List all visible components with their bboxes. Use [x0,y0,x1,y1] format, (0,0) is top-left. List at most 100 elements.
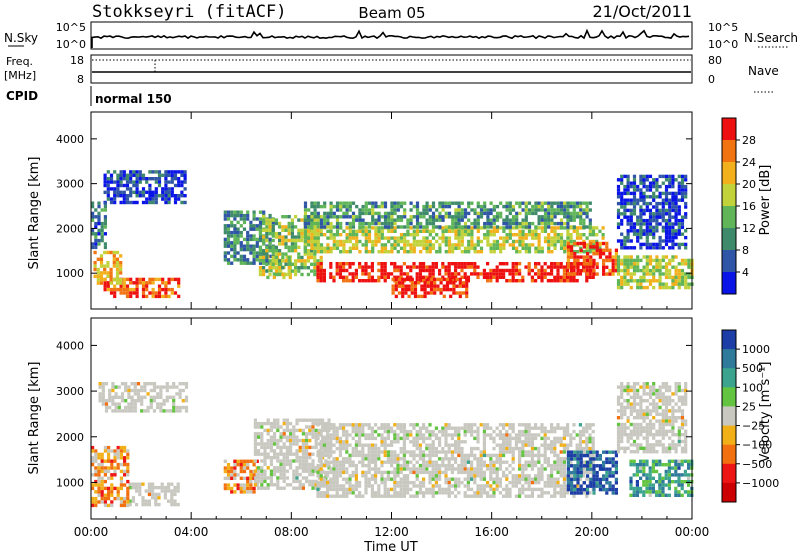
range-gate-cell [444,215,448,219]
range-gate-cell [151,489,155,493]
range-gate-cell [326,211,330,216]
range-gate-cell [249,237,253,242]
range-gate-cell [671,255,675,259]
range-gate-cell [616,222,621,226]
range-gate-cell [661,198,665,202]
range-gate-cell [668,275,672,280]
range-gate-cell [165,382,169,386]
range-gate-cell [450,477,454,481]
range-gate-cell [100,496,104,501]
range-gate-cell [428,229,432,233]
range-gate-cell [636,285,640,290]
range-gate-cell [119,291,123,295]
range-gate-cell [329,236,333,240]
range-gate-cell [450,279,454,283]
range-gate-cell [658,184,662,189]
range-gate-cell [444,272,448,276]
range-gate-cell [322,446,326,451]
range-gate-cell [226,476,231,480]
range-gate-cell [345,204,349,209]
range-gate-cell [423,281,427,285]
range-gate-cell [233,213,237,218]
range-gate-cell [543,467,547,471]
range-gate-cell [458,277,462,282]
range-gate-cell [543,275,547,279]
range-gate-cell [298,483,302,487]
range-gate-cell [307,229,311,233]
range-gate-cell [616,272,621,276]
nave-tick-bottom: 0 [708,73,715,86]
range-gate-cell [338,272,342,276]
range-gate-cell [335,436,339,441]
range-gate-cell [489,457,493,461]
range-gate-cell [303,211,308,216]
range-gate-cell [431,268,435,273]
range-gate-cell [233,237,237,242]
range-gate-cell [498,443,502,447]
range-gate-cell [109,281,113,285]
range-gate-cell [620,232,624,236]
range-gate-cell [335,484,339,488]
range-gate-cell [177,194,181,198]
range-gate-cell [680,218,685,223]
range-gate-cell [585,279,589,283]
range-gate-cell [278,249,282,253]
range-gate-cell [310,236,314,240]
range-gate-cell [623,282,627,286]
range-gate-cell [310,262,314,266]
range-gate-cell [438,477,442,481]
range-gate-cell [479,470,483,475]
range-gate-cell [422,229,426,233]
range-gate-cell [396,423,400,427]
range-gate-cell [399,436,403,441]
range-gate-cell [282,452,286,456]
range-gate-cell [351,262,355,266]
range-gate-cell [418,265,422,269]
range-gate-cell [289,438,293,443]
range-gate-cell [454,243,458,247]
range-gate-cell [518,243,522,247]
range-gate-cell [406,265,410,269]
range-gate-cell [167,489,171,493]
range-gate-cell [348,225,352,229]
range-gate-cell [335,446,339,451]
range-gate-cell [271,251,275,255]
range-gate-cell [230,224,234,228]
range-gate-cell [184,399,189,403]
range-gate-cell [524,208,528,212]
range-gate-cell [428,250,432,254]
range-gate-cell [144,489,148,493]
range-gate-cell [502,268,506,273]
range-gate-cell [671,184,675,189]
range-gate-cell [226,463,231,467]
range-gate-cell [570,269,574,273]
range-gate-cell [371,221,375,226]
range-gate-cell [91,449,95,453]
range-gate-cell [505,446,509,451]
range-gate-cell [260,425,264,429]
range-gate-cell [556,470,560,475]
range-gate-cell [287,259,291,263]
range-gate-cell [103,264,107,268]
range-gate-cell [550,440,554,444]
range-gate-cell [399,268,403,273]
range-gate-cell [157,291,162,295]
range-gate-cell [98,399,102,403]
range-gate-cell [313,243,317,247]
range-gate-cell [527,229,532,233]
range-gate-cell [444,201,448,205]
range-gate-cell [450,262,454,266]
range-gate-cell [402,429,406,434]
range-gate-cell [502,446,506,451]
range-gate-cell [677,282,681,286]
range-gate-cell [620,198,624,202]
range-gate-cell [559,243,564,247]
range-gate-cell [629,239,633,243]
range-gate-cell [342,429,346,434]
range-gate-cell [566,239,570,244]
range-gate-cell [563,246,567,250]
range-gate-cell [322,494,326,498]
range-gate-cell [332,279,336,283]
range-gate-cell [566,215,570,219]
range-gate-cell [332,443,336,447]
